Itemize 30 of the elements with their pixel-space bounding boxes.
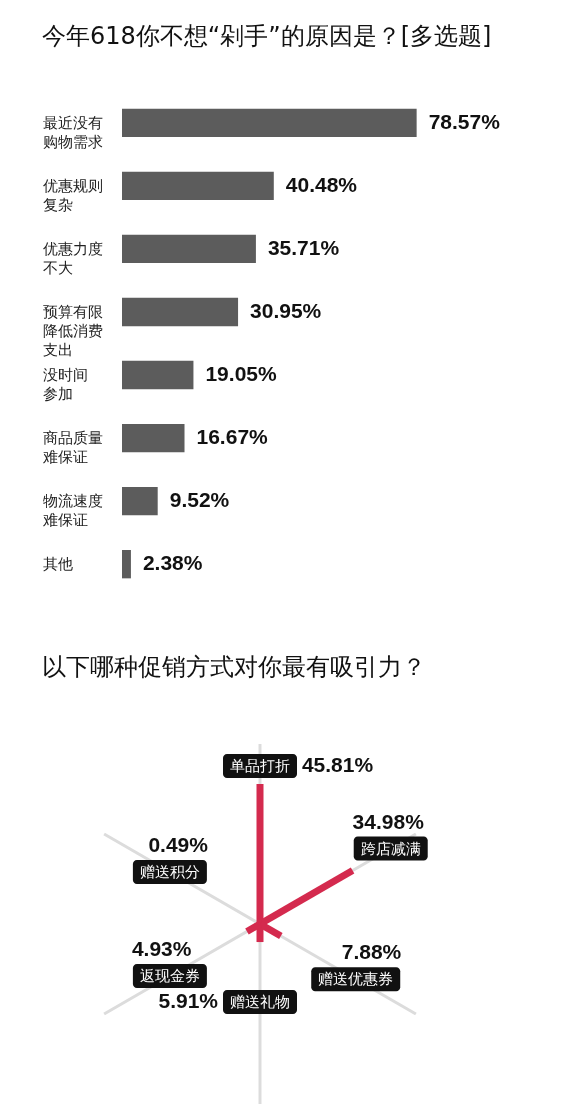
category-label: 赠送优惠券 <box>318 970 394 989</box>
data-label: 45.81% <box>301 753 374 776</box>
y-tick-label: 优惠力度不大 <box>42 239 103 277</box>
data-label: 78.57% <box>428 109 501 133</box>
data-label: 7.88% <box>341 940 402 964</box>
y-tick-label: 预算有限降低消费支出 <box>42 302 103 359</box>
data-label: 0.49% <box>148 832 209 856</box>
category-label: 单品打折 <box>230 757 290 775</box>
data-label: 30.95% <box>250 298 322 322</box>
data-label: 16.67% <box>196 425 269 449</box>
y-tick-label: 物流速度难保证 <box>41 492 103 530</box>
y-tick-label: 其他 <box>42 555 73 574</box>
category-label: 赠送积分 <box>139 862 200 881</box>
data-label: 5.91% <box>158 989 219 1012</box>
data-label: 35.71% <box>267 235 340 259</box>
chart-title: 今年618你不想“剁手”的原因是？[多选题] <box>42 22 492 50</box>
text: 以下哪种促销方式对你最有吸引力？ <box>42 653 426 681</box>
y-tick-label: 没时间参加 <box>42 366 88 404</box>
data-label: 9.52% <box>169 488 230 512</box>
data-label: 4.93% <box>131 937 192 961</box>
data-label: 2.38% <box>142 551 203 575</box>
y-tick-label: 优惠规则复杂 <box>42 176 103 214</box>
data-label: 40.48% <box>285 172 358 196</box>
category-label: 赠送礼物 <box>230 993 290 1011</box>
y-tick-label: 商品质量难保证 <box>41 429 103 467</box>
y-tick-label: 最近没有购物需求 <box>42 113 103 151</box>
category-label: 返现金券 <box>139 967 200 986</box>
data-label: 19.05% <box>205 362 277 386</box>
data-label: 34.98% <box>352 809 425 833</box>
category-label: 跨店减满 <box>360 839 421 858</box>
